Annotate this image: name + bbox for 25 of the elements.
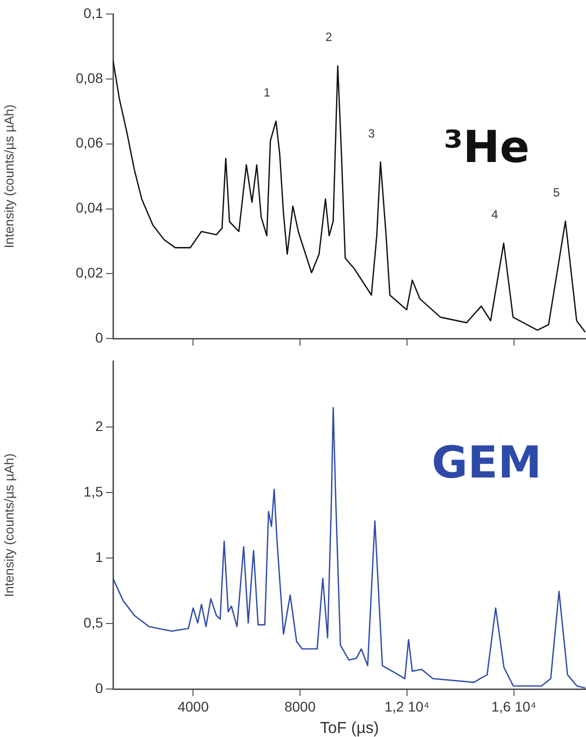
annotation: GEM [432,438,542,489]
x-tick-label: 1,6 10⁴ [491,698,536,714]
x-tick-label: 8000 [284,698,316,714]
annotation: 5 [553,185,560,200]
y-tick-label: 0,02 [76,264,104,281]
y-tick-label: 0,06 [76,134,104,151]
x-tick-label: 4000 [178,698,209,714]
y-tick-label: 2 [95,418,104,434]
y-tick-label: 0,5 [84,614,104,630]
x-axis-title: ToF (µs) [320,720,379,737]
y-tick-label: 1,5 [84,483,104,500]
y-axis-title: Intensity (counts/µs µAh) [1,104,16,248]
annotation: 2 [325,30,332,44]
annotation: 4 [491,207,498,222]
x-tick-label: 1,2 10⁴ [384,698,430,714]
annotation: 3 [368,126,376,140]
annotation: ³He [444,122,530,173]
y-tick-label: 0,1 [84,4,104,21]
y-tick-label: 0,08 [76,70,104,86]
y-tick-label: 0 [95,680,104,696]
annotation: 1 [264,85,271,100]
y-tick-label: 0,04 [76,200,104,216]
y-tick-label: 1 [95,548,104,565]
y-tick-label: 0 [95,329,104,346]
y-axis-title: Intensity (counts/µs µAh) [1,453,16,597]
